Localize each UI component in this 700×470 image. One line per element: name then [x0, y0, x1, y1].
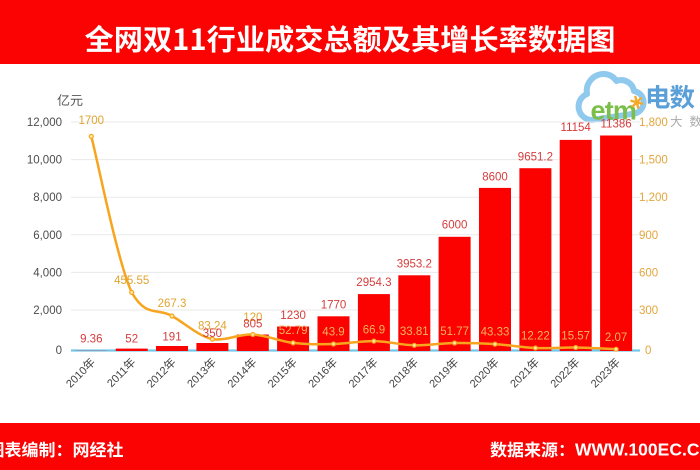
- svg-text:0: 0: [56, 345, 62, 357]
- svg-text:83.24: 83.24: [198, 321, 227, 333]
- svg-text:350: 350: [203, 328, 222, 340]
- svg-text:2014: 2014: [226, 365, 252, 391]
- svg-text:4,000: 4,000: [33, 267, 62, 279]
- svg-text:3953.2: 3953.2: [397, 259, 432, 271]
- svg-text:33.81: 33.81: [400, 326, 429, 338]
- svg-text:2016: 2016: [306, 365, 332, 391]
- svg-text:2.07: 2.07: [605, 332, 627, 344]
- svg-text:66.9: 66.9: [363, 325, 385, 337]
- svg-text:15.57: 15.57: [561, 331, 590, 343]
- svg-text:2022: 2022: [549, 365, 575, 391]
- svg-text:WWW.100EC.CN: WWW.100EC.CN: [575, 440, 700, 460]
- svg-text:11154: 11154: [561, 122, 592, 134]
- svg-text:6,000: 6,000: [33, 230, 62, 242]
- svg-text:900: 900: [639, 230, 658, 242]
- svg-text:0: 0: [645, 345, 651, 357]
- svg-text:43.33: 43.33: [481, 327, 510, 339]
- svg-text:1700: 1700: [79, 115, 105, 127]
- svg-text:1,500: 1,500: [639, 155, 668, 167]
- svg-text:191: 191: [162, 332, 181, 344]
- svg-text:600: 600: [639, 267, 658, 279]
- svg-text:43.9: 43.9: [322, 327, 344, 339]
- svg-text:1,800: 1,800: [639, 117, 668, 129]
- svg-text:9651.2: 9651.2: [518, 152, 553, 164]
- svg-text:1230: 1230: [280, 310, 306, 322]
- svg-text:2012: 2012: [145, 365, 171, 391]
- svg-text:455.55: 455.55: [114, 275, 149, 287]
- svg-text:300: 300: [639, 305, 658, 317]
- svg-text:11386: 11386: [601, 119, 632, 131]
- svg-text:2954.3: 2954.3: [356, 277, 391, 289]
- svg-text:9.36: 9.36: [80, 334, 102, 346]
- svg-text:2010: 2010: [64, 365, 90, 391]
- svg-text:52.79: 52.79: [279, 325, 308, 337]
- svg-text:2013: 2013: [185, 365, 211, 391]
- svg-text:12,000: 12,000: [27, 117, 62, 129]
- svg-text:8600: 8600: [482, 172, 508, 184]
- svg-text:2021: 2021: [508, 365, 534, 391]
- svg-text:10,000: 10,000: [27, 155, 62, 167]
- svg-text:267.3: 267.3: [158, 298, 187, 310]
- svg-text:2,000: 2,000: [33, 305, 62, 317]
- svg-text:etm: etm: [591, 96, 637, 126]
- svg-text:6000: 6000: [442, 220, 468, 232]
- svg-text:120: 120: [243, 312, 262, 324]
- svg-text:2019: 2019: [427, 365, 453, 391]
- svg-text:8,000: 8,000: [33, 192, 62, 204]
- svg-text:2011: 2011: [105, 365, 130, 390]
- svg-text:2017: 2017: [347, 365, 373, 391]
- svg-text:2020: 2020: [468, 365, 494, 391]
- svg-text:2018: 2018: [387, 365, 413, 391]
- svg-text:12.22: 12.22: [521, 331, 550, 343]
- svg-text:2023: 2023: [589, 365, 615, 391]
- svg-text:805: 805: [243, 319, 262, 331]
- svg-text:1,200: 1,200: [639, 192, 668, 204]
- svg-text:52: 52: [125, 334, 138, 346]
- svg-text:51.77: 51.77: [440, 326, 469, 338]
- svg-text:1770: 1770: [321, 300, 347, 312]
- svg-text:2015: 2015: [266, 365, 292, 391]
